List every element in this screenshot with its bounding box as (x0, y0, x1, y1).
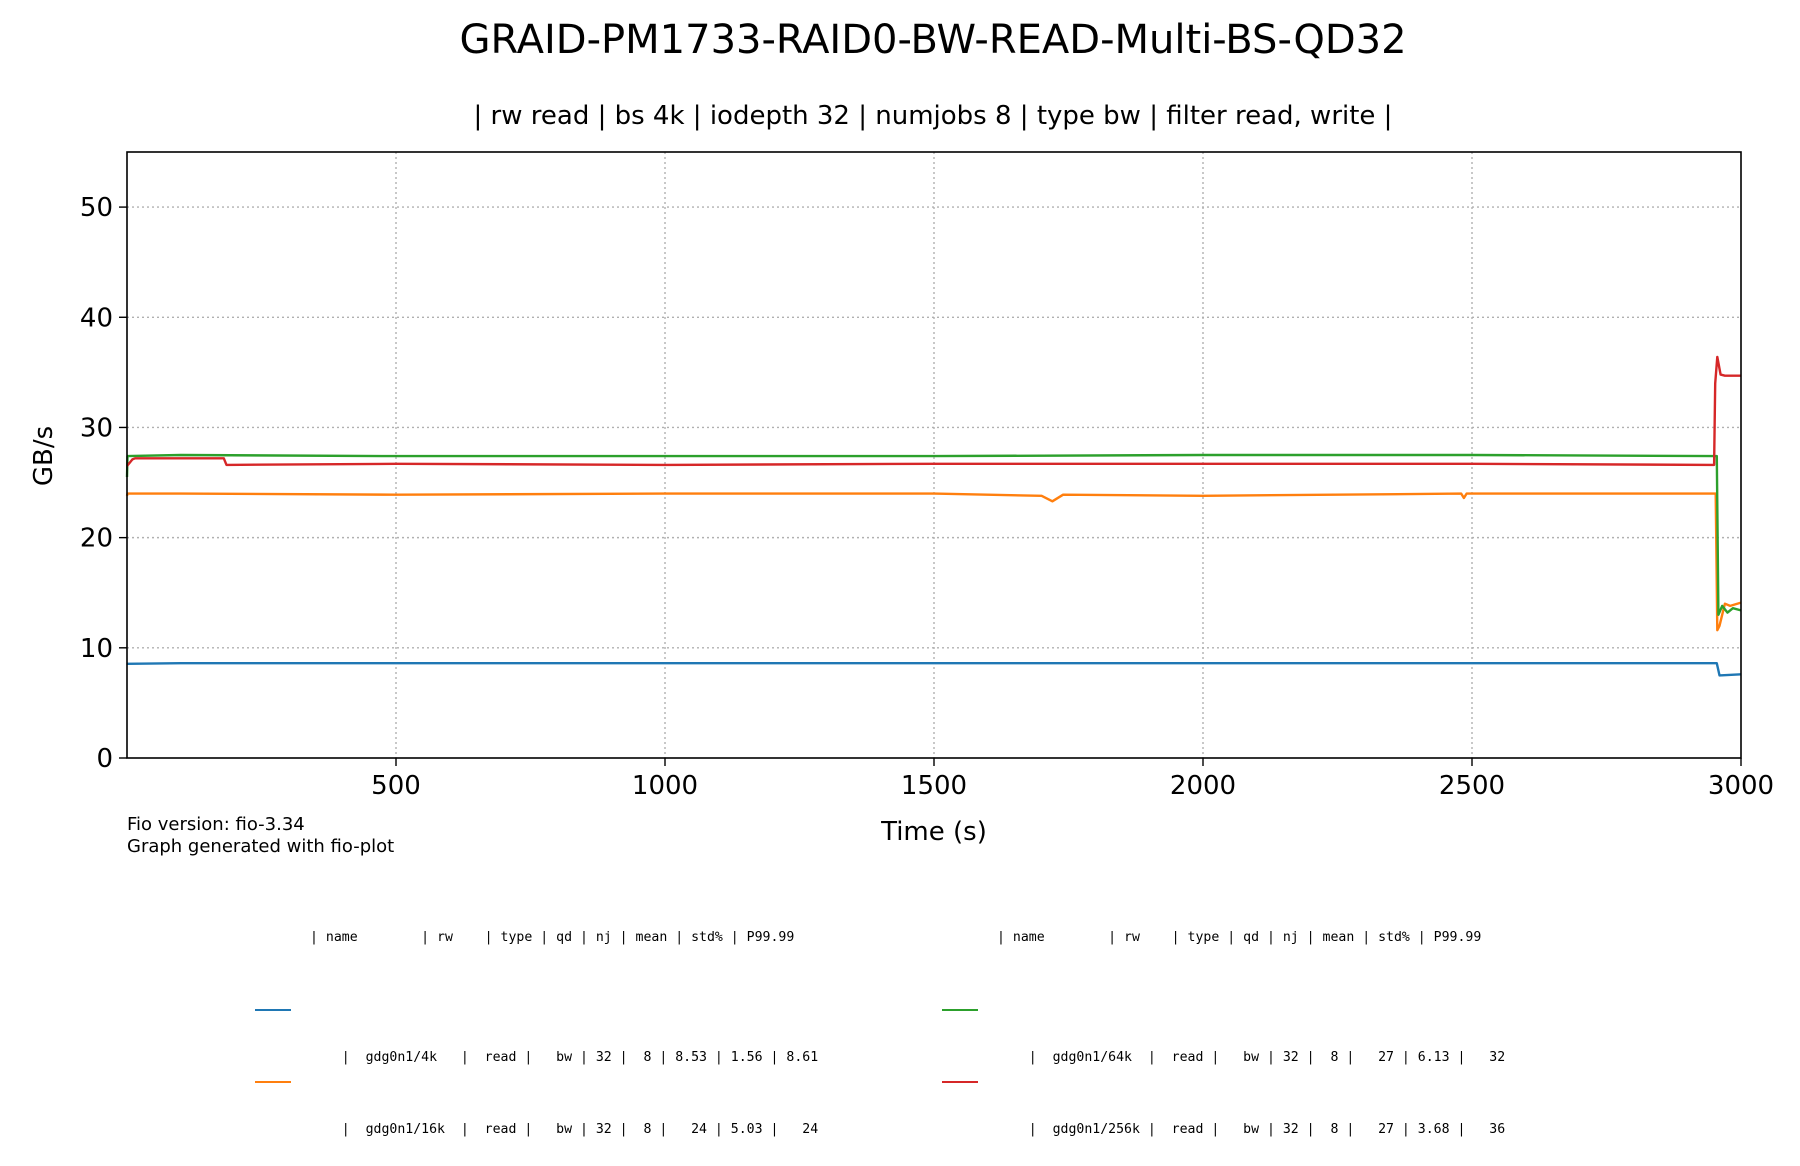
legend-entry-4k: | gdg0n1/4k | read | bw | 32 | 8 | 8.53 … (255, 998, 818, 1065)
x-tick-label: 1000 (632, 771, 698, 801)
series-group (125, 355, 1742, 677)
generator-note: Graph generated with fio-plot (127, 836, 394, 857)
y-tick-label: 30 (80, 413, 113, 443)
x-tick-label: 3000 (1708, 771, 1774, 801)
x-axis-label: Time (s) (880, 817, 987, 847)
legend-left: | name | rw | type | qd | nj | mean | st… (255, 878, 818, 1137)
legend-header: | name | rw | type | qd | nj | mean | st… (997, 930, 1482, 945)
legend-entry-text: | gdg0n1/16k | read | bw | 32 | 8 | 24 |… (341, 1122, 819, 1137)
legend-entry-16k: | gdg0n1/16k | read | bw | 32 | 8 | 24 |… (255, 1070, 818, 1137)
series-line-gdg0n1-4k (126, 662, 1742, 677)
legend-entry-256k: | gdg0n1/256k | read | bw | 32 | 8 | 27 … (942, 1070, 1505, 1137)
y-tick-label: 40 (80, 303, 113, 333)
y-tick-label: 50 (80, 193, 113, 223)
y-tick-label: 10 (80, 634, 113, 664)
series-line-gdg0n1-16k (125, 492, 1742, 632)
y-tick-label: 0 (96, 744, 113, 774)
legend-entry-text: | gdg0n1/64k | read | bw | 32 | 8 | 27 |… (1028, 1050, 1506, 1065)
series-line-gdg0n1-256k (126, 355, 1741, 467)
chart: GRAID-PM1733-RAID0-BW-READ-Multi-BS-QD32… (29, 17, 1774, 857)
legend-header: | name | rw | type | qd | nj | mean | st… (310, 930, 795, 945)
fio-version-note: Fio version: fio-3.34 (127, 814, 305, 835)
x-tick-label: 2500 (1439, 771, 1505, 801)
y-tick-label: 20 (80, 524, 113, 554)
chart-title: GRAID-PM1733-RAID0-BW-READ-Multi-BS-QD32 (459, 17, 1406, 63)
legend-right: | name | rw | type | qd | nj | mean | st… (942, 878, 1505, 1137)
series-line-gdg0n1-64k (125, 453, 1742, 616)
legend-swatch-4k (255, 1009, 291, 1012)
legend-entry-64k: | gdg0n1/64k | read | bw | 32 | 8 | 27 |… (942, 998, 1505, 1065)
y-axis-label: GB/s (29, 426, 59, 486)
legend-swatch-64k (942, 1009, 978, 1012)
x-axis: 500 1000 1500 2000 2500 3000 (371, 758, 1774, 801)
x-tick-label: 500 (371, 771, 421, 801)
y-axis: 0 10 20 30 40 50 (80, 193, 127, 774)
x-tick-label: 2000 (1170, 771, 1236, 801)
legend-swatch-16k (255, 1081, 291, 1084)
legend-swatch-256k (942, 1081, 978, 1084)
legend-entry-text: | gdg0n1/4k | read | bw | 32 | 8 | 8.53 … (341, 1050, 819, 1065)
legend-entry-text: | gdg0n1/256k | read | bw | 32 | 8 | 27 … (1028, 1122, 1506, 1137)
x-tick-label: 1500 (901, 771, 967, 801)
grid (127, 152, 1741, 758)
chart-subtitle: | rw read | bs 4k | iodepth 32 | numjobs… (474, 101, 1393, 131)
